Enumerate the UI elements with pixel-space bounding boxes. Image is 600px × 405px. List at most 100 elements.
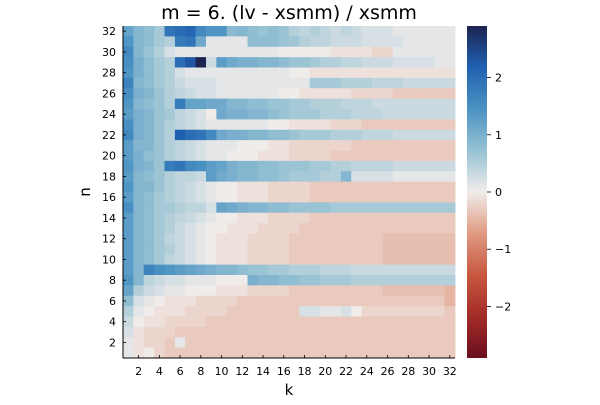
heatmap-cell (330, 254, 342, 266)
heatmap-cell (257, 233, 269, 245)
heatmap-cell (289, 243, 300, 255)
heatmap-cell (289, 212, 300, 224)
y-tick-label: 4 (109, 316, 116, 329)
heatmap-cell (174, 119, 186, 131)
heatmap-cell (299, 347, 311, 359)
heatmap-cell (206, 192, 217, 203)
heatmap-cell (216, 129, 228, 141)
heatmap-cell (268, 150, 280, 162)
heatmap-cell (216, 243, 228, 255)
heatmap-cell (423, 98, 435, 110)
heatmap-cell (372, 171, 383, 183)
heatmap-cell (382, 243, 394, 255)
heatmap-cell (174, 295, 186, 307)
heatmap-cell (278, 254, 290, 266)
heatmap-cell (392, 160, 404, 172)
heatmap-cell (289, 254, 300, 266)
heatmap-cell (278, 347, 290, 359)
heatmap-cell (226, 212, 238, 224)
heatmap-cell (320, 233, 331, 245)
heatmap-cell (392, 67, 404, 79)
heatmap-cell (340, 88, 352, 100)
heatmap-cell (143, 212, 155, 224)
heatmap-cell (123, 150, 134, 162)
heatmap-cell (123, 316, 134, 328)
heatmap-cell (434, 295, 446, 307)
heatmap-cell (237, 46, 248, 58)
x-tick-label: 24 (360, 365, 374, 378)
heatmap-cell (133, 212, 145, 224)
heatmap-cell (216, 285, 228, 297)
heatmap-cell (423, 202, 435, 214)
heatmap-cell (226, 264, 238, 276)
heatmap-cell (247, 88, 259, 100)
heatmap-cell (143, 77, 155, 89)
heatmap-cell (237, 160, 248, 172)
heatmap-cell (206, 326, 217, 338)
heatmap-cell (361, 347, 373, 359)
heatmap-cell (340, 254, 352, 266)
heatmap-cell (444, 46, 456, 58)
heatmap-cell (226, 129, 238, 141)
heatmap-cell (278, 181, 290, 193)
heatmap-cell (444, 264, 456, 276)
heatmap-cell (195, 36, 207, 48)
heatmap-cell (382, 254, 394, 266)
heatmap-cell (392, 254, 404, 266)
heatmap-cell (361, 26, 373, 37)
heatmap-cell (361, 77, 373, 89)
heatmap-cell (247, 316, 259, 328)
heatmap-cell (216, 275, 228, 286)
heatmap-cell (382, 26, 394, 37)
heatmap-cell (330, 160, 342, 172)
heatmap-cell (403, 275, 414, 286)
heatmap-cell (216, 202, 228, 214)
heatmap-cell (206, 36, 217, 48)
heatmap-cell (423, 275, 435, 286)
heatmap-cell (413, 119, 425, 131)
heatmap-cell (143, 347, 155, 359)
heatmap-cell (278, 233, 290, 245)
heatmap-cell (423, 57, 435, 68)
heatmap-cell (289, 192, 300, 203)
heatmap-cell (361, 275, 373, 286)
heatmap-cell (372, 67, 383, 79)
heatmap-cell (330, 326, 342, 338)
heatmap-cell (309, 192, 321, 203)
heatmap-cell (143, 171, 155, 183)
heatmap-cell (351, 223, 363, 234)
heatmap-cell (206, 264, 217, 276)
colorbar-tick-label: 2 (495, 72, 502, 85)
heatmap-cell (309, 285, 321, 297)
heatmap-cell (413, 129, 425, 141)
heatmap-cell (268, 67, 280, 79)
heatmap-cell (278, 140, 290, 151)
heatmap-cell (195, 181, 207, 193)
heatmap-cell (351, 243, 363, 255)
heatmap-cell (237, 326, 248, 338)
heatmap-cell (206, 171, 217, 183)
heatmap-cell (257, 140, 269, 151)
heatmap-cell (444, 306, 456, 317)
heatmap-cell (434, 306, 446, 317)
colorbar-ticks: −2 −1 0 1 2 (487, 72, 511, 313)
heatmap-cell (320, 46, 331, 58)
heatmap-cell (278, 46, 290, 58)
heatmap-cell (154, 36, 165, 48)
heatmap-cell (403, 285, 414, 297)
heatmap-cell (278, 150, 290, 162)
heatmap-cell (268, 98, 280, 110)
heatmap-cell (278, 326, 290, 338)
heatmap-cell (423, 306, 435, 317)
heatmap-cell (330, 77, 342, 89)
heatmap-cell (154, 150, 165, 162)
heatmap-cell (206, 88, 217, 100)
heatmap-cell (423, 26, 435, 37)
heatmap-cell (382, 160, 394, 172)
heatmap-cell (382, 181, 394, 193)
heatmap-cell (237, 316, 248, 328)
heatmap-cell (257, 326, 269, 338)
heatmap-cell (444, 212, 456, 224)
heatmap-cell (237, 140, 248, 151)
heatmap-cell (154, 254, 165, 266)
